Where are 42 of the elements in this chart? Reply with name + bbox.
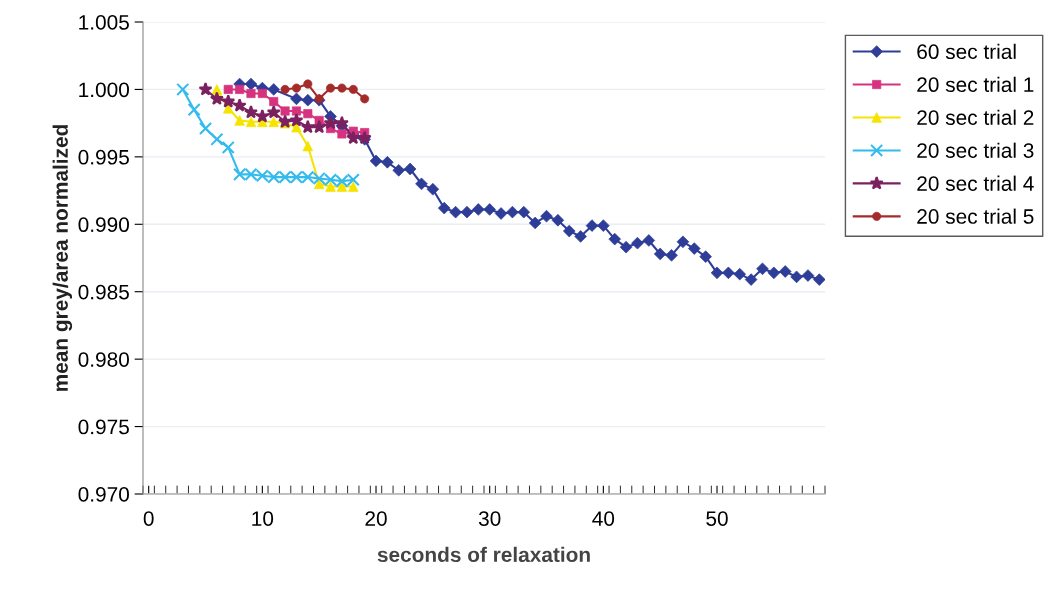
y-tick-label: 0.980 — [78, 352, 129, 367]
y-tick-label: 0.975 — [78, 419, 129, 435]
point — [255, 109, 270, 123]
point — [813, 273, 825, 286]
legend-label: 20 sec trial 4 — [917, 175, 1034, 191]
point — [266, 105, 281, 119]
x-axis-title: seconds of relaxation — [377, 546, 590, 563]
x-tick-label: 40 — [592, 511, 615, 526]
legend-label: 20 sec trial 3 — [917, 142, 1034, 158]
y-tick-label: 0.990 — [78, 217, 129, 233]
point — [221, 140, 235, 155]
point — [187, 103, 201, 117]
y-tick-label: 0.985 — [78, 284, 129, 300]
point — [244, 105, 258, 119]
point — [289, 113, 304, 127]
x-tick-label: 10 — [252, 511, 274, 526]
point — [198, 121, 213, 136]
point — [323, 115, 338, 130]
point — [176, 82, 190, 97]
legend-label: 20 sec trial 5 — [917, 208, 1034, 224]
point — [198, 82, 213, 96]
y-tick-label: 1.005 — [79, 15, 129, 30]
point — [221, 94, 236, 108]
y-tick-label: 1.000 — [79, 82, 129, 98]
point — [334, 115, 349, 130]
point — [209, 91, 224, 105]
x-tick-label: 0 — [143, 511, 154, 526]
y-tick-label: 0.995 — [78, 149, 129, 165]
x-tick-label: 50 — [706, 511, 728, 526]
legend-label: 20 sec trial 1 — [917, 76, 1034, 93]
point — [232, 98, 247, 112]
point — [210, 132, 224, 146]
point — [312, 119, 327, 134]
point — [346, 130, 361, 145]
point — [235, 84, 245, 94]
x-tick-label: 20 — [365, 511, 387, 526]
x-tick-label: 30 — [478, 511, 501, 526]
y-axis-title: mean grey/area normalized — [52, 125, 73, 391]
y-tick-label: 0.970 — [78, 487, 129, 502]
legend-label: 20 sec trial 2 — [917, 109, 1034, 125]
point — [300, 119, 315, 134]
legend-label: 60 sec trial — [917, 43, 1016, 60]
